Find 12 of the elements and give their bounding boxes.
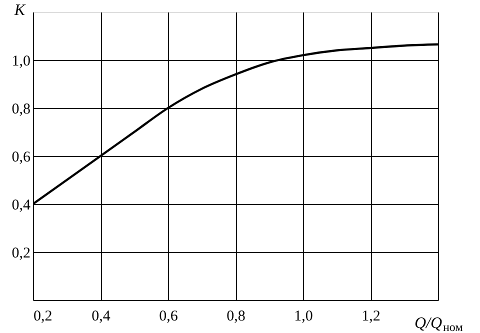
x-tick-label: 0,4 (92, 308, 111, 324)
x-tick-label: 1,0 (294, 308, 313, 324)
y-axis-title: K (13, 2, 26, 19)
y-tick-label: 0,8 (12, 102, 30, 118)
x-tick-label: 0,2 (34, 308, 52, 324)
y-tick-label: 0,2 (12, 246, 30, 262)
x-tick-label: 0,6 (159, 308, 178, 324)
y-tick-label: 0,6 (12, 150, 31, 166)
x-tick-label: 0,8 (226, 308, 246, 324)
x-tick-label: 1,2 (362, 308, 380, 324)
y-tick-label: 1,0 (12, 54, 30, 70)
y-tick-label: 0,4 (12, 198, 31, 214)
